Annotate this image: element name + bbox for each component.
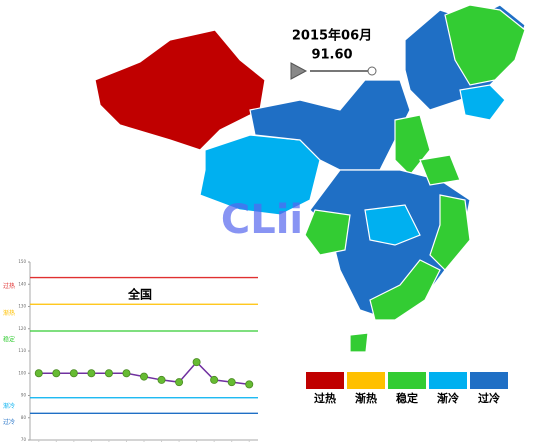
slider-handle[interactable] xyxy=(367,66,377,76)
region xyxy=(419,154,461,186)
y-tick-label: 80 xyxy=(21,415,27,420)
data-point xyxy=(157,375,166,384)
data-point xyxy=(192,358,201,367)
legend-swatch xyxy=(306,372,344,389)
data-point xyxy=(210,375,219,384)
data-point xyxy=(104,369,113,378)
region xyxy=(444,4,526,86)
legend-label: 过热 xyxy=(314,391,336,405)
map xyxy=(94,4,526,353)
y-tick-label: 110 xyxy=(18,348,26,353)
level-label: 渐冷 xyxy=(3,402,15,410)
data-point xyxy=(87,369,96,378)
legend-label: 过冷 xyxy=(478,391,500,405)
slider-date: 2015年06月 xyxy=(292,28,372,44)
region xyxy=(429,194,471,271)
data-point xyxy=(175,378,184,387)
slider-value: 91.60 xyxy=(311,48,352,63)
y-tick-label: 150 xyxy=(18,259,26,264)
region xyxy=(349,332,369,353)
legend-swatch xyxy=(470,372,508,389)
data-point xyxy=(139,372,148,381)
y-tick-label: 100 xyxy=(18,370,26,375)
region xyxy=(304,209,351,256)
level-label: 渐热 xyxy=(3,309,15,317)
data-point xyxy=(69,369,78,378)
data-point xyxy=(34,369,43,378)
play-button[interactable] xyxy=(290,62,308,80)
level-label: 过热 xyxy=(3,282,15,290)
region xyxy=(459,84,506,121)
chart-panel xyxy=(0,255,262,447)
y-tick-label: 120 xyxy=(18,326,26,331)
legend-label: 渐热 xyxy=(355,391,377,405)
y-tick-label: 70 xyxy=(21,437,27,442)
region xyxy=(369,259,441,321)
region xyxy=(94,29,266,151)
legend-label: 稳定 xyxy=(396,391,418,405)
logo: CLii xyxy=(221,197,303,243)
chart-title: 全国 xyxy=(127,287,152,302)
legend-label: 渐冷 xyxy=(437,391,459,405)
level-label: 过冷 xyxy=(3,418,15,426)
y-tick-label: 130 xyxy=(18,304,26,309)
legend-swatch xyxy=(388,372,426,389)
legend-swatch xyxy=(347,372,385,389)
data-point xyxy=(122,369,131,378)
level-label: 稳定 xyxy=(3,335,15,343)
legend: 过热 渐热 稳定 渐冷 过冷 xyxy=(306,372,508,405)
legend-swatch xyxy=(429,372,467,389)
region xyxy=(364,204,421,246)
data-point xyxy=(52,369,61,378)
y-tick-label: 140 xyxy=(18,281,26,286)
data-point xyxy=(227,378,236,387)
data-point xyxy=(245,380,254,389)
y-tick-label: 90 xyxy=(21,393,27,398)
slider: 2015年06月 91.60 xyxy=(290,28,377,80)
